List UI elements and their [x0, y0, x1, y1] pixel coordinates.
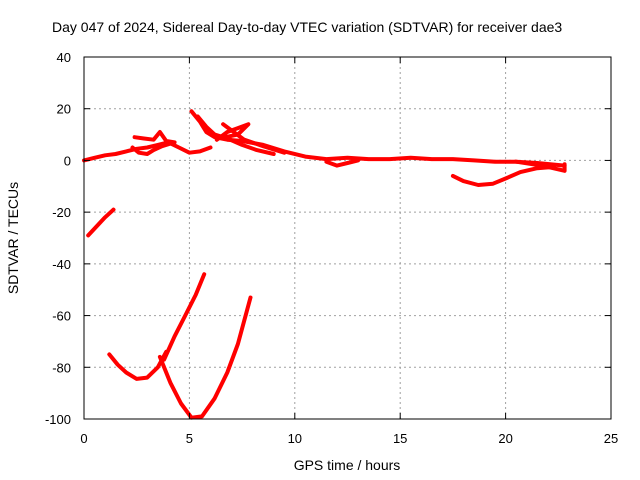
y-tick-label: -100	[45, 412, 71, 427]
x-tick-label: 10	[288, 431, 302, 446]
y-tick-label: 20	[57, 102, 71, 117]
series-arc-main-early	[82, 140, 213, 163]
series-arc-negative-short	[86, 207, 116, 238]
series-arc-deep-2-5	[107, 349, 169, 381]
series-arc-6-7b	[221, 122, 287, 155]
y-tick-label: 40	[57, 50, 71, 65]
series-arc-deep-4-8	[157, 295, 253, 420]
series-arc-bump-2-4	[132, 130, 177, 145]
y-tick-label: -80	[52, 360, 71, 375]
chart-title: Day 047 of 2024, Sidereal Day-to-day VTE…	[52, 19, 562, 35]
series-arc-rising-4-6	[162, 272, 207, 362]
y-tick-label: 0	[64, 153, 71, 168]
series-arc-wiggle-2-4	[130, 141, 173, 156]
plot-frame	[83, 56, 612, 420]
x-tick-label: 0	[80, 431, 87, 446]
y-tick-label: -20	[52, 205, 71, 220]
series-arc-22	[514, 159, 567, 173]
x-tick-label: 5	[186, 431, 193, 446]
tick-layer: 0 5 10 15 20 25 40 20 0 -20 -40 -60 -80 -100	[45, 50, 618, 446]
series-arc-12	[324, 158, 360, 168]
series-layer	[82, 109, 567, 420]
grid-layer	[84, 57, 611, 419]
y-axis-label: SDTVAR / TECUs	[5, 182, 21, 294]
series-arc-peak-5	[189, 109, 567, 168]
x-tick-label: 15	[393, 431, 407, 446]
series-arc-dip-19	[450, 164, 557, 187]
y-tick-label: -60	[52, 309, 71, 324]
x-tick-label: 25	[604, 431, 618, 446]
x-axis-label: GPS time / hours	[294, 457, 401, 473]
x-tick-label: 20	[498, 431, 512, 446]
y-tick-label: -40	[52, 257, 71, 272]
